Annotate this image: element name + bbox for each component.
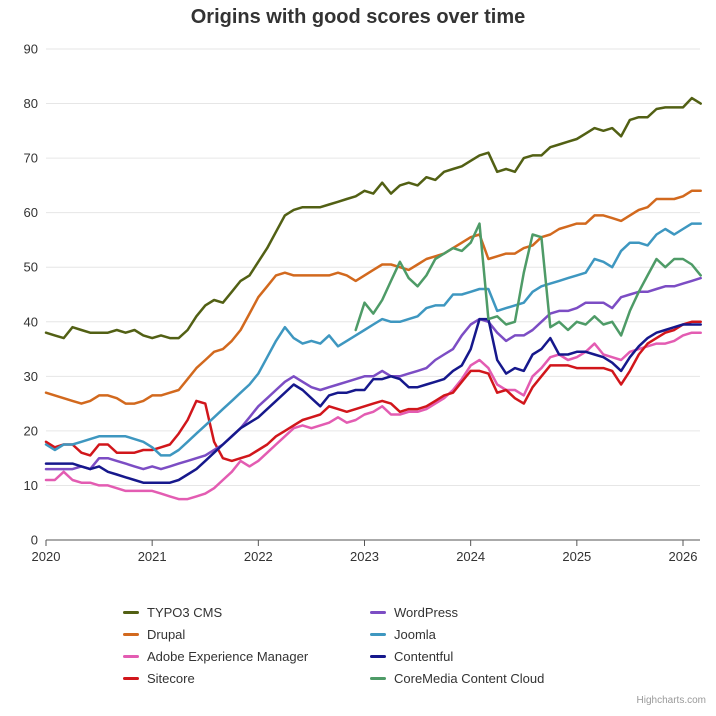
- legend: TYPO3 CMS Drupal Adobe Experience Manager S…: [123, 601, 544, 689]
- legend-label: WordPress: [394, 604, 459, 620]
- legend-label: Contentful: [394, 648, 454, 664]
- x-axis-label: 2022: [244, 549, 273, 564]
- x-axis-label: 2025: [562, 549, 591, 564]
- legend-label: Joomla: [394, 626, 436, 642]
- y-axis-label: 70: [24, 151, 38, 166]
- y-axis-label: 10: [24, 478, 38, 493]
- series-line-wordpress[interactable]: [44, 276, 702, 471]
- series-line-sitecore[interactable]: [44, 320, 702, 463]
- x-axis-label: 2020: [32, 549, 61, 564]
- legend-label: TYPO3 CMS: [147, 604, 223, 620]
- legend-item-drupal[interactable]: Drupal: [123, 627, 370, 642]
- x-axis-label: 2023: [350, 549, 379, 564]
- y-axis-label: 60: [24, 205, 38, 220]
- series-line-typo3-cms[interactable]: [44, 96, 702, 340]
- series-line-contentful[interactable]: [44, 317, 702, 484]
- legend-item-sitecore[interactable]: Sitecore: [123, 671, 370, 686]
- legend-item-joomla[interactable]: Joomla: [370, 627, 544, 642]
- legend-label: Adobe Experience Manager: [147, 648, 309, 664]
- series-line-adobe-experience-manager[interactable]: [44, 331, 702, 501]
- legend-marker-drupal: [123, 632, 139, 636]
- legend-marker-typo3-cms: [123, 610, 139, 614]
- legend-marker-contentful: [370, 654, 386, 658]
- legend-marker-coremedia-content-cloud: [370, 676, 386, 680]
- x-axis-label: 2026: [669, 549, 698, 564]
- legend-item-adobe-experience-manager[interactable]: Adobe Experience Manager: [123, 649, 370, 664]
- y-axis-label: 40: [24, 314, 38, 329]
- chart-title: Origins with good scores over time: [190, 6, 526, 28]
- legend-marker-sitecore: [123, 676, 139, 680]
- series-line-drupal[interactable]: [44, 189, 702, 405]
- legend-label: CoreMedia Content Cloud: [394, 670, 545, 686]
- y-axis-label: 50: [24, 260, 38, 275]
- plot-area: 0 10 20 30 40 50 60 70 80 90 2020 2021 2022 2023 2024 2…: [24, 42, 702, 564]
- y-axis-label: 80: [24, 96, 38, 111]
- y-axis-label: 20: [24, 423, 38, 438]
- legend-label: Sitecore: [147, 670, 195, 686]
- legend-marker-joomla: [370, 632, 386, 636]
- series-line-coremedia-content-cloud[interactable]: [354, 222, 702, 337]
- y-axis-label: 30: [24, 369, 38, 384]
- legend-item-typo3-cms[interactable]: TYPO3 CMS: [123, 605, 370, 620]
- legend-item-contentful[interactable]: Contentful: [370, 649, 544, 664]
- legend-marker-adobe-experience-manager: [123, 654, 139, 658]
- y-axis-label: 0: [31, 533, 38, 548]
- legend-marker-wordpress: [370, 610, 386, 614]
- legend-item-wordpress[interactable]: WordPress: [370, 605, 544, 620]
- legend-item-coremedia-content-cloud[interactable]: CoreMedia Content Cloud: [370, 671, 544, 686]
- credits-link[interactable]: Highcharts.com: [636, 695, 706, 706]
- legend-label: Drupal: [147, 626, 186, 642]
- y-axis-label: 90: [24, 42, 38, 57]
- series-line-joomla[interactable]: [44, 222, 702, 457]
- x-axis-label: 2024: [456, 549, 485, 564]
- x-axis-label: 2021: [138, 549, 167, 564]
